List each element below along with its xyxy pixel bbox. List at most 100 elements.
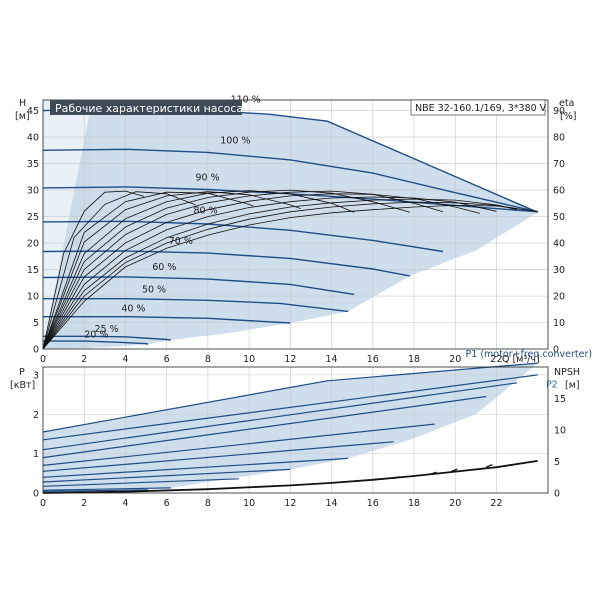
y2-axis-label: NPSH bbox=[554, 367, 580, 378]
efficiency-curve bbox=[42, 190, 145, 350]
power-curve bbox=[42, 478, 239, 487]
x-tick-label: 0 bbox=[40, 498, 46, 509]
y-tick-label: 25 bbox=[27, 212, 39, 223]
x-tick-label: 0 bbox=[40, 354, 46, 365]
efficiency-curve bbox=[42, 191, 196, 350]
y-tick-label: 20 bbox=[27, 239, 39, 250]
y2-tick-label: 50 bbox=[553, 212, 565, 223]
x-tick-label: 4 bbox=[122, 498, 128, 509]
x-tick-label: 16 bbox=[367, 498, 379, 509]
speed-label: 25 % bbox=[95, 324, 119, 335]
y-tick-label: 30 bbox=[27, 186, 39, 197]
power-curve bbox=[42, 457, 349, 478]
y-tick-label: 3 bbox=[33, 370, 39, 381]
speed-label: 60 % bbox=[152, 262, 176, 273]
y2-tick-label: 70 bbox=[553, 159, 565, 170]
y-tick-label: 15 bbox=[27, 265, 39, 276]
p2-label: P2 bbox=[546, 379, 558, 390]
x-tick-label: 6 bbox=[164, 498, 170, 509]
model-box bbox=[410, 99, 546, 116]
speed-curve bbox=[42, 250, 411, 277]
speed-label: 80 % bbox=[193, 205, 217, 216]
x-tick-label: 14 bbox=[326, 498, 338, 509]
x-tick-label: 20 bbox=[449, 498, 461, 509]
x-tick-label: 2 bbox=[81, 354, 87, 365]
power-frame bbox=[42, 366, 549, 494]
efficiency-curve bbox=[42, 196, 497, 350]
y-tick-label: 1 bbox=[33, 449, 39, 460]
speed-curve bbox=[43, 316, 291, 324]
speed-curve bbox=[43, 340, 149, 345]
x-tick-label: 10 bbox=[243, 498, 255, 509]
speed-curve bbox=[42, 220, 444, 253]
y2-tick-label: 10 bbox=[554, 426, 566, 437]
y2-tick-label: 40 bbox=[553, 239, 565, 250]
y2-tick-label: 90 bbox=[553, 106, 565, 117]
power-curve bbox=[42, 441, 394, 472]
efficiency-curve bbox=[42, 191, 301, 350]
speed-label: 110 % bbox=[231, 95, 261, 106]
x-tick-label: 18 bbox=[408, 498, 420, 509]
speed-label: 40 % bbox=[121, 303, 145, 314]
x-axis-label: Q [м³/ч] bbox=[502, 354, 540, 365]
y-axis-unit: [м] bbox=[15, 111, 30, 122]
efficiency-curve bbox=[42, 190, 444, 350]
speed-curve bbox=[43, 298, 349, 313]
power-curve bbox=[42, 468, 291, 483]
y-tick-label: 10 bbox=[27, 292, 39, 303]
y-tick-label: 0 bbox=[33, 489, 39, 500]
efficiency-curve bbox=[42, 201, 518, 350]
speed-label: 90 % bbox=[196, 173, 220, 184]
speed-label: 70 % bbox=[169, 236, 193, 247]
head-frame bbox=[42, 99, 549, 350]
power-curve bbox=[42, 374, 538, 441]
y-tick-label: 0 bbox=[33, 345, 39, 356]
y2-tick-label: 15 bbox=[554, 394, 566, 405]
head-panel: 110 %100 %90 %80 %70 %60 %50 %40 %25 %20… bbox=[15, 95, 576, 365]
x-tick-label: 12 bbox=[284, 354, 296, 365]
npsh-segment bbox=[450, 468, 458, 473]
speed-label: 100 % bbox=[220, 135, 250, 146]
chart-title: Рабочие характеристики насоса bbox=[55, 102, 243, 115]
y2-tick-label: 5 bbox=[554, 457, 560, 468]
efficiency-curve bbox=[42, 198, 518, 350]
x-tick-label: 22 bbox=[490, 498, 502, 509]
y2-tick-label: 80 bbox=[553, 133, 565, 144]
title-box bbox=[50, 100, 242, 115]
speed-curve bbox=[43, 335, 171, 341]
y-axis-label: P bbox=[19, 367, 25, 378]
y-axis-label: H bbox=[19, 98, 26, 109]
y2-tick-label: 10 bbox=[553, 318, 565, 329]
y-tick-label: 2 bbox=[33, 410, 39, 421]
y-tick-label: 40 bbox=[27, 133, 39, 144]
npsh-segment bbox=[430, 471, 437, 475]
efficiency-curve bbox=[42, 189, 411, 350]
power-curve bbox=[42, 423, 435, 466]
y2-tick-label: 0 bbox=[553, 345, 559, 356]
x-tick-label: 10 bbox=[243, 354, 255, 365]
npsh-curve bbox=[42, 460, 538, 494]
y2-axis-label: eta bbox=[559, 98, 574, 109]
header-overlay: Рабочие характеристики насоса NBE 32-160… bbox=[50, 99, 547, 116]
power-curve bbox=[42, 382, 518, 451]
speed-curve bbox=[42, 276, 355, 296]
speed-label: 20 % bbox=[84, 329, 108, 340]
y-tick-label: 5 bbox=[33, 318, 39, 329]
speed-curve bbox=[42, 148, 538, 213]
x-tick-label: 2 bbox=[81, 498, 87, 509]
y2-tick-label: 30 bbox=[553, 265, 565, 276]
x-tick-label: 6 bbox=[164, 354, 170, 365]
x-tick-label: 8 bbox=[205, 354, 211, 365]
y2-axis-unit: [м] bbox=[565, 380, 580, 391]
npsh-segment bbox=[393, 475, 400, 480]
x-tick-label: 16 bbox=[367, 354, 379, 365]
npsh-segment bbox=[485, 464, 493, 468]
y2-axis-unit: [%] bbox=[560, 111, 576, 122]
x-tick-label: 8 bbox=[205, 498, 211, 509]
y-tick-label: 35 bbox=[27, 159, 39, 170]
y2-tick-label: 0 bbox=[554, 489, 560, 500]
x-tick-label: 20 bbox=[449, 354, 461, 365]
y2-tick-label: 20 bbox=[553, 292, 565, 303]
